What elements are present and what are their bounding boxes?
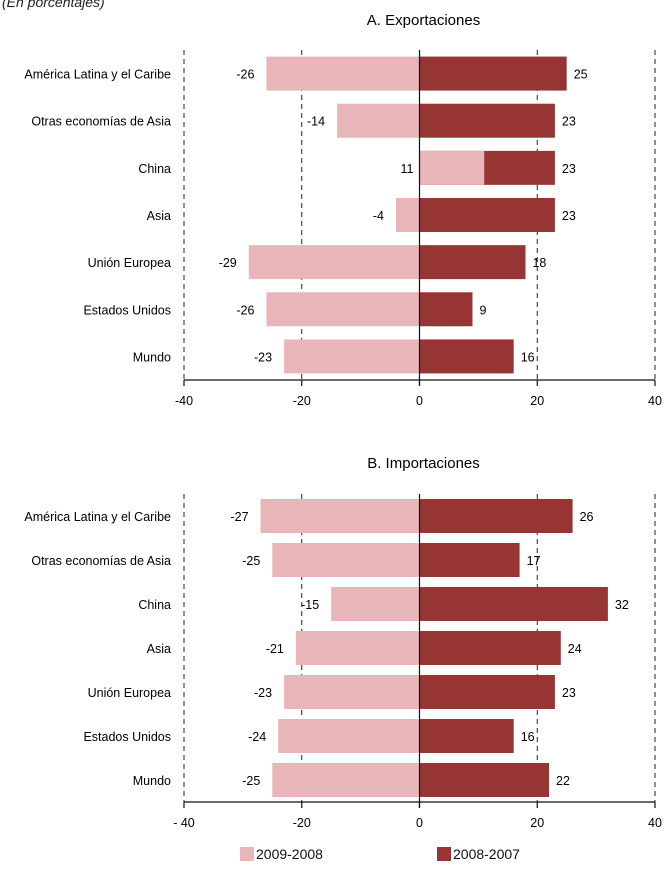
bar-2008-2007-america-latina-y-el-caribe: [419, 56, 567, 91]
data-label-2008-2007-asia: 23: [562, 209, 576, 223]
data-label-2009-2008-otras-economias-de-asia: -14: [307, 115, 325, 129]
bar-2008-2007-asia: [419, 631, 561, 665]
data-label-2009-2008-union-europea: -29: [219, 256, 237, 270]
legend-label-2008-2007: 2008-2007: [453, 846, 520, 862]
data-label-2009-2008-america-latina-y-el-caribe: -27: [230, 510, 248, 524]
legend-label-2009-2008: 2009-2008: [256, 846, 323, 862]
category-label-america-latina-y-el-caribe: América Latina y el Caribe: [24, 510, 171, 524]
data-label-2008-2007-china: 32: [615, 598, 629, 612]
category-label-estados-unidos: Estados Unidos: [83, 730, 171, 744]
bar-2008-2007-china: [419, 587, 608, 621]
category-label-asia: Asia: [147, 642, 171, 656]
data-label-2008-2007-mundo: 22: [556, 774, 570, 788]
bar-2009-2008-mundo: [272, 763, 420, 797]
bar-2009-2008-asia: [395, 198, 420, 232]
bar-2009-2008-asia: [295, 631, 420, 665]
bar-2009-2008-china: [331, 587, 420, 621]
data-label-2009-2008-mundo: -23: [254, 350, 272, 364]
bar-2009-2008-otras-economias-de-asia: [337, 103, 420, 138]
category-label-union-europea: Unión Europea: [88, 686, 171, 700]
bar-2008-2007-mundo: [419, 339, 514, 374]
x-tick-label: 40: [648, 394, 662, 408]
bar-2008-2007-otras-economias-de-asia: [419, 543, 520, 577]
bar-2009-2008-america-latina-y-el-caribe: [260, 499, 420, 533]
data-label-2009-2008-asia: -4: [373, 209, 384, 223]
x-tick-label: 20: [530, 394, 544, 408]
data-label-2009-2008-china: 11: [401, 162, 414, 176]
data-label-2008-2007-china: 23: [562, 162, 576, 176]
legend-swatch-2009-2008: [240, 847, 254, 861]
panel-exportaciones: A. Exportaciones América Latina y el Cari…: [24, 12, 662, 408]
panel-importaciones: B. Importaciones América Latina y el Cari…: [24, 455, 662, 830]
data-label-2009-2008-otras-economias-de-asia: -25: [242, 554, 260, 568]
x-tick-label: -40: [175, 394, 193, 408]
data-label-2008-2007-america-latina-y-el-caribe: 26: [580, 510, 594, 524]
panel-title-importaciones: B. Importaciones: [367, 455, 480, 472]
bar-2009-2008-estados-unidos: [266, 292, 420, 327]
bar-2008-2007-asia: [419, 198, 555, 232]
bar-2009-2008-mundo: [284, 339, 420, 374]
category-label-otras-economias-de-asia: Otras economías de Asia: [31, 554, 171, 568]
chart-subtitle: (En porcentajes): [2, 0, 105, 10]
x-tick-label: 40: [648, 816, 662, 830]
x-tick-label: - 40: [173, 816, 195, 830]
data-label-2008-2007-estados-unidos: 9: [479, 303, 486, 317]
bar-2008-2007-america-latina-y-el-caribe: [419, 499, 573, 533]
category-label-china: China: [138, 162, 171, 176]
bar-2008-2007-union-europea: [419, 245, 526, 280]
bar-2009-2008-union-europea: [248, 245, 420, 280]
panel-title-exportaciones: A. Exportaciones: [367, 12, 480, 29]
data-label-2008-2007-asia: 24: [568, 642, 582, 656]
bar-2008-2007-union-europea: [419, 675, 555, 709]
data-label-2009-2008-china: -15: [301, 598, 319, 612]
bar-2009-2008-estados-unidos: [278, 719, 420, 753]
category-label-mundo: Mundo: [133, 774, 171, 788]
category-label-mundo: Mundo: [133, 350, 171, 364]
bar-2008-2007-otras-economias-de-asia: [419, 103, 555, 138]
legend-item-2009-2008: 2009-2008: [240, 846, 323, 862]
data-label-2008-2007-america-latina-y-el-caribe: 25: [574, 68, 588, 82]
x-tick-label: 0: [416, 816, 423, 830]
data-label-2009-2008-america-latina-y-el-caribe: -26: [236, 68, 254, 82]
category-label-asia: Asia: [147, 209, 171, 223]
x-tick-label: 0: [416, 394, 423, 408]
data-label-2009-2008-mundo: -25: [242, 774, 260, 788]
data-label-2008-2007-estados-unidos: 16: [521, 730, 535, 744]
data-label-2008-2007-otras-economias-de-asia: 23: [562, 115, 576, 129]
data-label-2008-2007-mundo: 16: [521, 350, 535, 364]
category-label-china: China: [138, 598, 171, 612]
data-label-2009-2008-estados-unidos: -26: [236, 303, 254, 317]
data-label-2009-2008-asia: -21: [266, 642, 284, 656]
legend-swatch-2008-2007: [437, 847, 451, 861]
bar-2009-2008-otras-economias-de-asia: [272, 543, 420, 577]
x-tick-label: -20: [293, 816, 311, 830]
data-label-2009-2008-union-europea: -23: [254, 686, 272, 700]
x-tick-label: -20: [293, 394, 311, 408]
bar-2009-2008-union-europea: [284, 675, 420, 709]
bar-2008-2007-estados-unidos: [419, 719, 514, 753]
bar-2008-2007-mundo: [419, 763, 550, 797]
bar-2008-2007-estados-unidos: [419, 292, 473, 327]
data-label-2008-2007-union-europea: 23: [562, 686, 576, 700]
category-label-union-europea: Unión Europea: [88, 256, 171, 270]
x-tick-label: 20: [530, 816, 544, 830]
legend-item-2008-2007: 2008-2007: [437, 846, 520, 862]
data-label-2008-2007-union-europea: 18: [532, 256, 546, 270]
category-label-estados-unidos: Estados Unidos: [83, 303, 171, 317]
bar-2009-2008-china: [419, 150, 485, 185]
category-label-america-latina-y-el-caribe: América Latina y el Caribe: [24, 68, 171, 82]
category-label-otras-economias-de-asia: Otras economías de Asia: [31, 115, 171, 129]
data-label-2008-2007-otras-economias-de-asia: 17: [527, 554, 541, 568]
bar-2009-2008-america-latina-y-el-caribe: [266, 56, 420, 91]
data-label-2009-2008-estados-unidos: -24: [248, 730, 266, 744]
